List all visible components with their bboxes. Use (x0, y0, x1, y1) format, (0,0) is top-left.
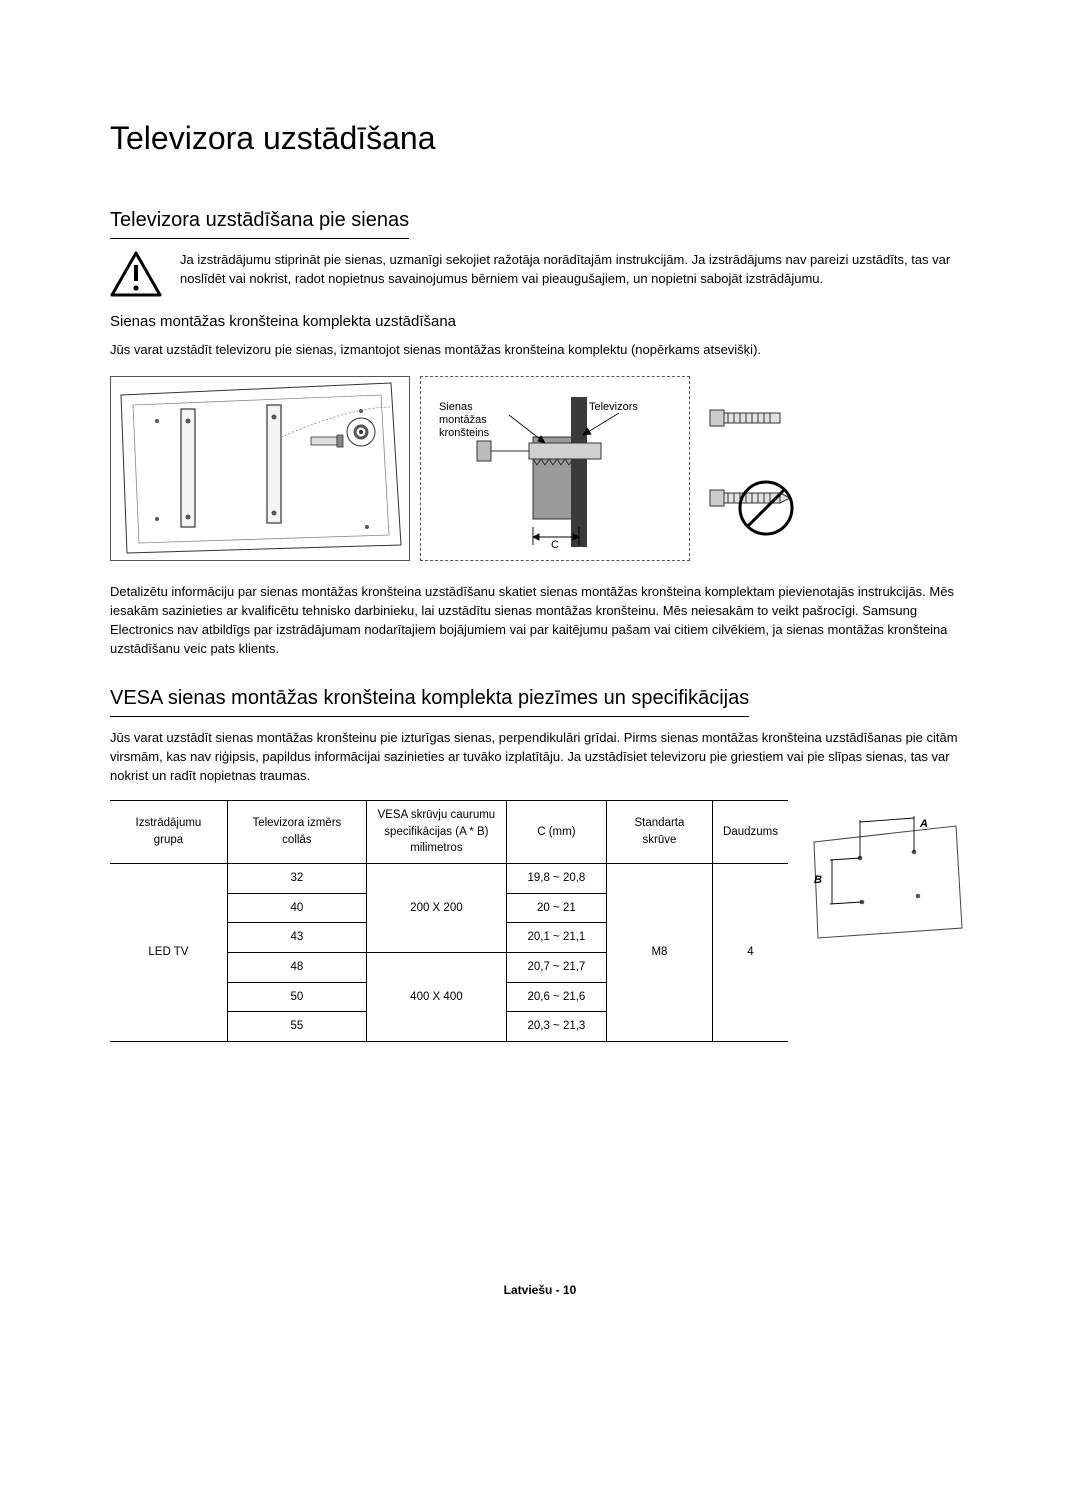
cell-size: 32 (227, 863, 366, 893)
cell-c: 20,1 ~ 21,1 (506, 923, 606, 953)
cell-size: 40 (227, 893, 366, 923)
section-heading-wall: Televizora uzstādīšana pie sienas (110, 206, 409, 239)
diagram-label-bracket: Sienas montāžas kronšteins (439, 401, 509, 441)
cell-size: 55 (227, 1012, 366, 1042)
diagram-cross-section: Sienas montāžas kronšteins Televizors C (420, 376, 690, 561)
cell-size: 43 (227, 923, 366, 953)
vesa-dimension-diagram: A B (800, 800, 970, 954)
warning-icon (110, 251, 162, 297)
cell-c: 20,7 ~ 21,7 (506, 952, 606, 982)
diagram-bolts (700, 376, 800, 561)
th-vesa: VESA skrūvju caurumu specifikācijas (A *… (366, 800, 506, 863)
diagram-label-c: C (551, 539, 559, 552)
cell-vesa: 400 X 400 (366, 952, 506, 1041)
th-group: Izstrādājumu grupa (110, 800, 227, 863)
footer-lang: Latviešu (504, 1283, 553, 1297)
cell-group: LED TV (110, 863, 227, 1041)
th-qty: Daudzums (713, 800, 788, 863)
vesa-intro: Jūs varat uzstādīt sienas montāžas kronš… (110, 729, 970, 786)
bracket-intro: Jūs varat uzstādīt televizoru pie sienas… (110, 341, 970, 360)
cell-c: 20,3 ~ 21,3 (506, 1012, 606, 1042)
diagram-label-tv: Televizors (589, 401, 638, 414)
warning-text: Ja izstrādājumu stiprināt pie sienas, uz… (180, 251, 970, 289)
table-row: LED TV 32 200 X 200 19,8 ~ 20,8 M8 4 (110, 863, 788, 893)
warning-block: Ja izstrādājumu stiprināt pie sienas, uz… (110, 251, 970, 297)
vesa-label-a: A (920, 818, 928, 831)
th-c: C (mm) (506, 800, 606, 863)
cell-size: 50 (227, 982, 366, 1012)
bolt-prohibited-icon (706, 468, 794, 540)
vesa-label-b: B (814, 874, 822, 887)
cell-size: 48 (227, 952, 366, 982)
cell-c: 19,8 ~ 20,8 (506, 863, 606, 893)
cell-vesa: 200 X 200 (366, 863, 506, 952)
cell-c: 20 ~ 21 (506, 893, 606, 923)
th-size: Televizora izmērs collās (227, 800, 366, 863)
vesa-spec-table: Izstrādājumu grupa Televizora izmērs col… (110, 800, 788, 1042)
mounting-diagram: Sienas montāžas kronšteins Televizors C (110, 376, 970, 561)
bracket-detail-text: Detalizētu informāciju par sienas montāž… (110, 583, 970, 658)
cell-c: 20,6 ~ 21,6 (506, 982, 606, 1012)
diagram-tv-bracket (110, 376, 410, 561)
page-footer: Latviešu - 10 (110, 1282, 970, 1299)
cell-screw: M8 (606, 863, 712, 1041)
section-subheading-bracket: Sienas montāžas kronšteina komplekta uzs… (110, 311, 970, 333)
bolt-ok-icon (706, 396, 794, 440)
cell-qty: 4 (713, 863, 788, 1041)
th-screw: Standarta skrūve (606, 800, 712, 863)
footer-page: 10 (563, 1283, 576, 1297)
page-title: Televizora uzstādīšana (110, 115, 970, 161)
section-heading-vesa: VESA sienas montāžas kronšteina komplekt… (110, 684, 749, 717)
